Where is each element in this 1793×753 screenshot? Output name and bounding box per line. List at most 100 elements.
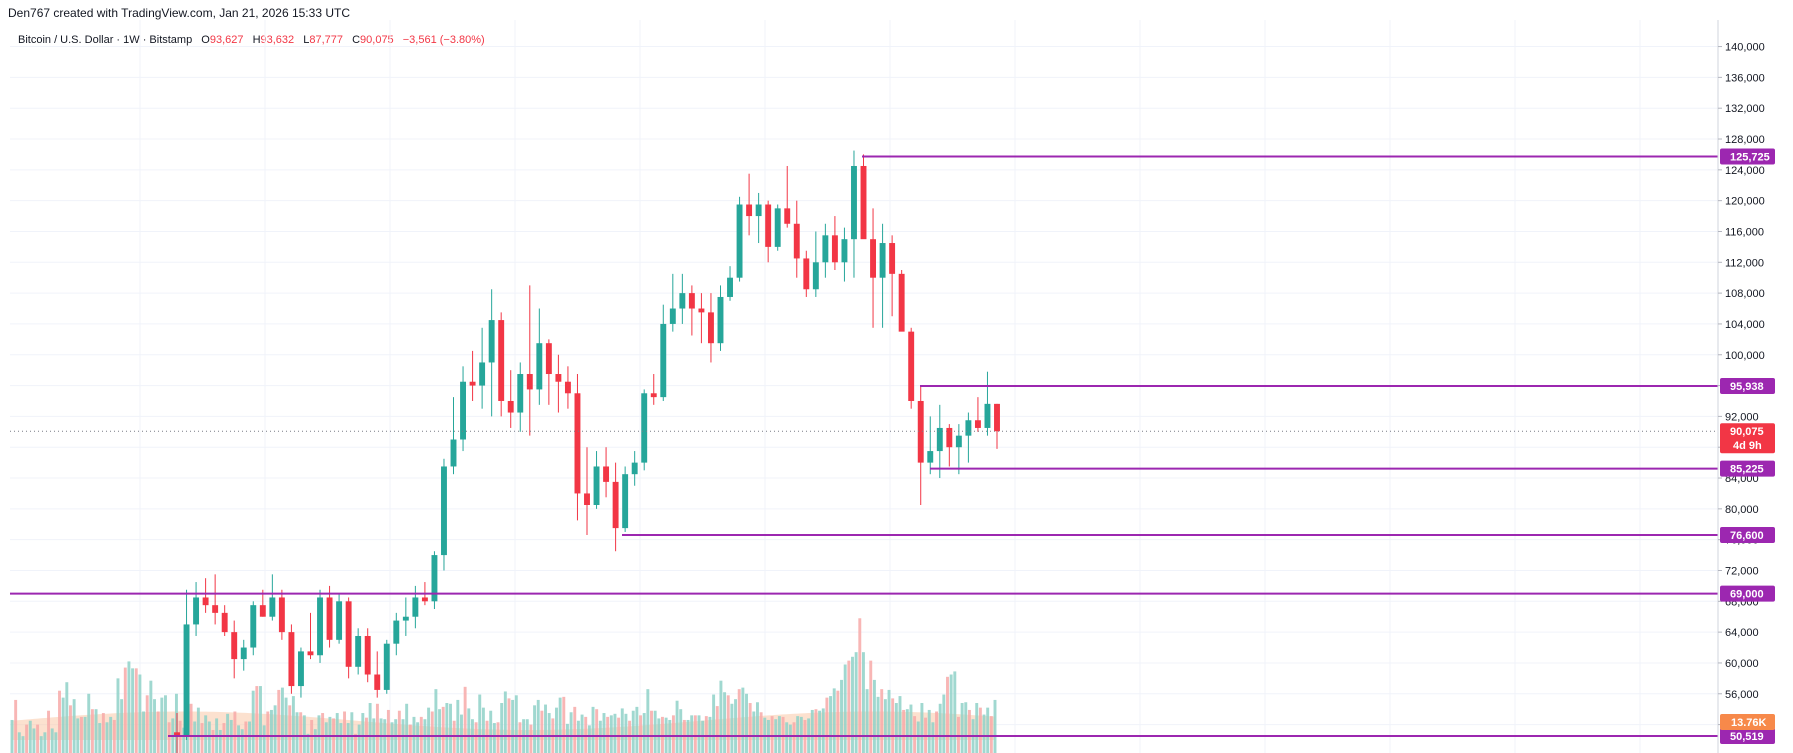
volume-bar bbox=[978, 707, 982, 753]
symbol-label: Bitcoin / U.S. Dollar · 1W · Bitstamp bbox=[18, 34, 193, 46]
candle-body bbox=[183, 624, 190, 737]
volume-bar bbox=[679, 709, 683, 753]
candle-body bbox=[984, 403, 991, 428]
candle-body bbox=[383, 643, 390, 690]
volume-bar bbox=[174, 693, 178, 753]
candle-body bbox=[660, 323, 667, 398]
volume-bar bbox=[781, 716, 785, 753]
candle-body bbox=[917, 400, 924, 463]
volume-bar bbox=[412, 716, 416, 753]
candle-body bbox=[412, 597, 419, 617]
y-tick-label: 108,000 bbox=[1725, 288, 1765, 300]
candle-body bbox=[870, 239, 877, 278]
ohlc-legend: Bitcoin / U.S. Dollar · 1W · Bitstamp O9… bbox=[18, 34, 485, 46]
volume-bar bbox=[123, 667, 127, 753]
candle-body bbox=[622, 474, 629, 529]
volume-bar bbox=[149, 680, 153, 753]
volume-bar bbox=[591, 706, 595, 753]
level-badge bbox=[1720, 585, 1775, 602]
volume-bar bbox=[982, 714, 986, 753]
volume-bar bbox=[792, 722, 796, 753]
volume-bar bbox=[145, 695, 149, 753]
change-value: −3,561 (−3.80%) bbox=[402, 34, 485, 46]
volume-bar bbox=[153, 699, 156, 753]
volume-bar bbox=[17, 732, 21, 753]
volume-bar bbox=[354, 733, 357, 753]
volume-bar bbox=[98, 723, 102, 753]
volume-bar bbox=[840, 679, 843, 753]
volume-bar bbox=[10, 719, 14, 753]
volume-bar bbox=[565, 723, 569, 753]
volume-bar bbox=[317, 715, 321, 753]
volume-bar bbox=[920, 703, 924, 753]
level-badge bbox=[1720, 460, 1775, 477]
volume-bar bbox=[182, 727, 186, 753]
volume-bar bbox=[350, 712, 354, 753]
volume-bar bbox=[496, 722, 500, 753]
candle-body bbox=[707, 312, 714, 344]
volume-bar bbox=[624, 713, 628, 753]
volume-bar bbox=[375, 703, 379, 753]
candle-body bbox=[517, 374, 524, 413]
volume-bar bbox=[25, 724, 29, 753]
open-value: 93,627 bbox=[209, 34, 244, 46]
volume-bar bbox=[752, 711, 756, 753]
volume-bar bbox=[65, 682, 69, 753]
volume-bar bbox=[79, 716, 83, 753]
volume-bar bbox=[306, 733, 310, 753]
volume-bar bbox=[956, 716, 960, 753]
volume-bar bbox=[503, 691, 507, 753]
volume-bar bbox=[295, 712, 299, 753]
last-price-label: 90,075 bbox=[1730, 426, 1764, 438]
candle-body bbox=[908, 331, 915, 401]
volume-bar bbox=[408, 724, 412, 753]
volume-bar bbox=[671, 715, 675, 753]
y-tick-label: 104,000 bbox=[1725, 319, 1765, 331]
candle-body bbox=[765, 204, 772, 247]
volume-bar bbox=[474, 722, 478, 753]
volume-bar bbox=[938, 703, 942, 753]
volume-bar bbox=[430, 711, 434, 753]
volume-bar bbox=[255, 686, 259, 753]
volume-bar bbox=[916, 721, 920, 753]
candle-body bbox=[441, 466, 447, 556]
volume-bar bbox=[284, 697, 288, 753]
volume-bar bbox=[328, 716, 332, 753]
volume-bar bbox=[869, 660, 873, 753]
volume-bar bbox=[887, 689, 891, 753]
volume-bar bbox=[434, 689, 438, 753]
candle-body bbox=[269, 597, 276, 617]
volume-bar bbox=[821, 708, 825, 753]
volume-bar bbox=[273, 705, 277, 753]
volume-bar bbox=[196, 707, 200, 753]
candle-body bbox=[278, 597, 285, 633]
volume-bar bbox=[456, 699, 460, 753]
volume-bar bbox=[54, 732, 58, 753]
volume-bar bbox=[244, 721, 248, 753]
volume-badge bbox=[1720, 714, 1775, 730]
candle-body bbox=[526, 374, 533, 390]
volume-bar bbox=[558, 697, 562, 753]
volume-bar bbox=[609, 715, 613, 753]
volume-bar bbox=[741, 687, 745, 753]
volume-bar bbox=[441, 706, 445, 753]
last-price-badge bbox=[1720, 423, 1775, 454]
candle-body bbox=[698, 308, 705, 313]
volume-bar bbox=[960, 703, 964, 753]
volume-bar bbox=[861, 652, 865, 753]
volume-bar bbox=[748, 703, 752, 753]
close-key: C bbox=[352, 34, 361, 46]
candle-body bbox=[641, 393, 648, 463]
volume-bar bbox=[105, 722, 109, 753]
volume-bar bbox=[419, 716, 423, 753]
volume-bar bbox=[726, 695, 730, 753]
volume-bar bbox=[343, 711, 347, 753]
volume-bar bbox=[829, 696, 833, 753]
candle-body bbox=[488, 320, 495, 363]
countdown-label: 4d 9h bbox=[1733, 440, 1762, 452]
volume-bar bbox=[913, 716, 917, 753]
volume-bar bbox=[935, 711, 938, 753]
level-badge bbox=[1720, 728, 1775, 745]
volume-bar bbox=[606, 716, 610, 753]
